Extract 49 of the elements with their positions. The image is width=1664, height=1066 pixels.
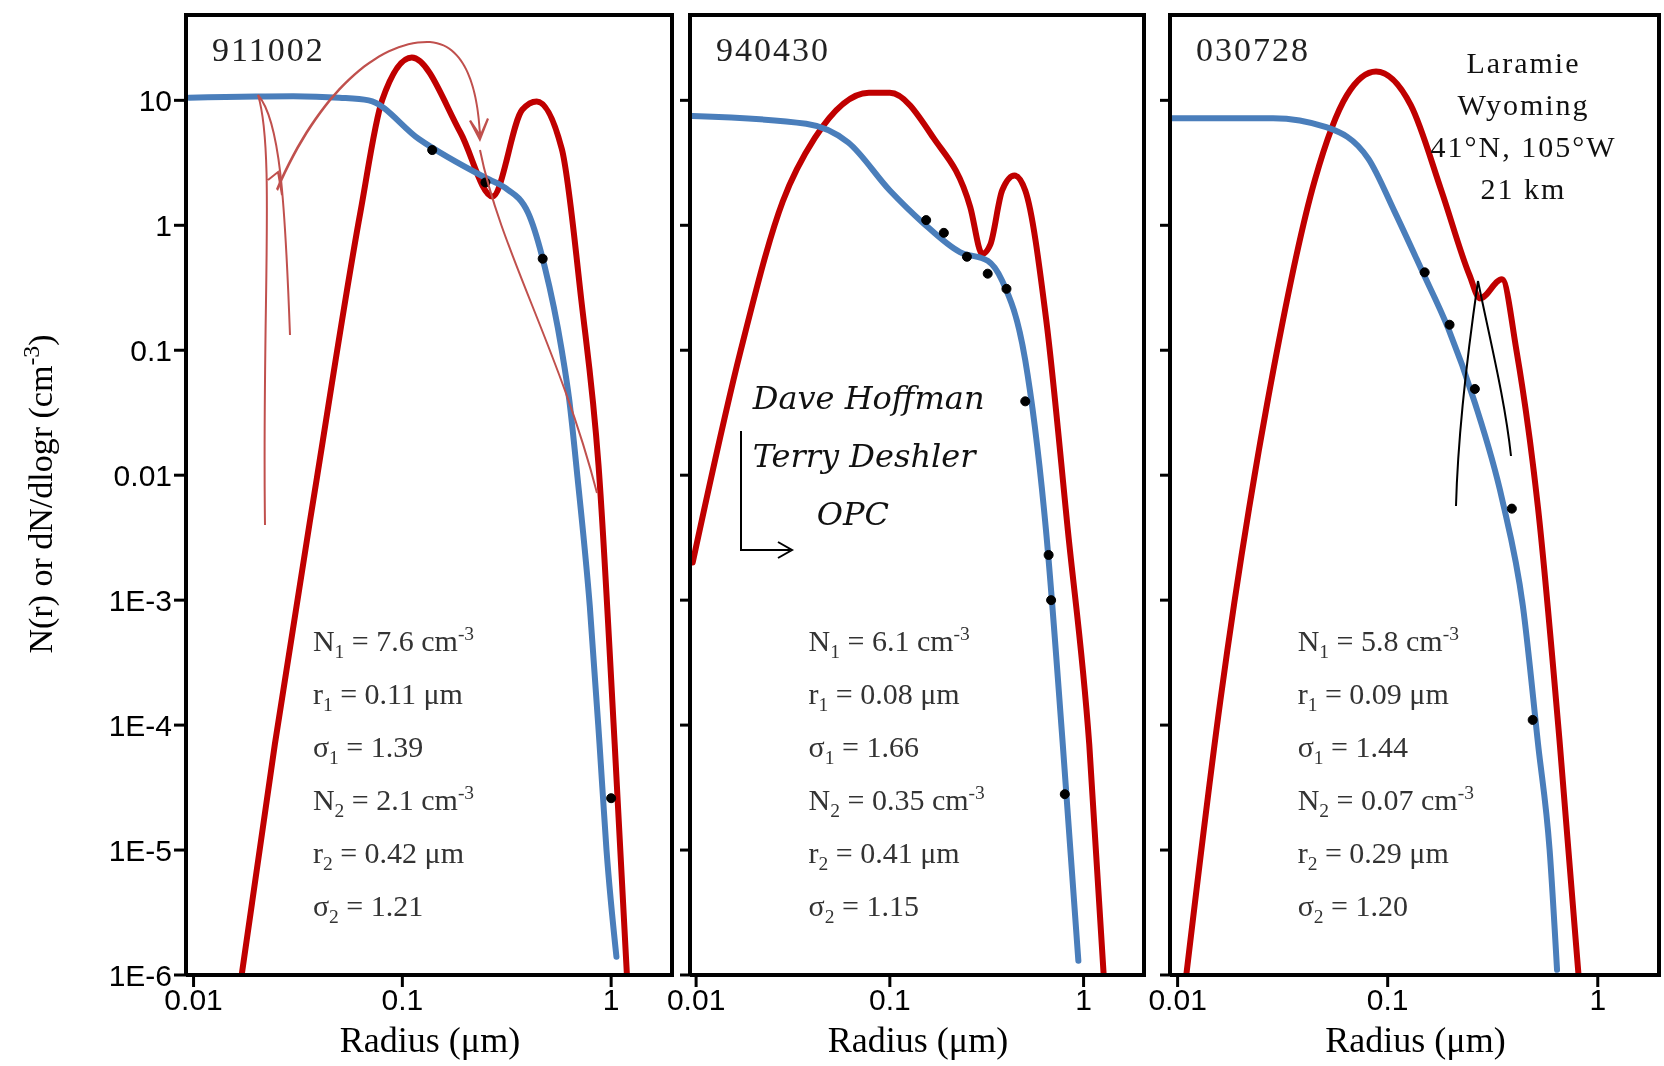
annotation: σ$_{2}$ = 1.20 [1297, 888, 1409, 930]
x-axis-title: Radius (μm) [1325, 1020, 1506, 1060]
annotation: σ$_{1}$ = 1.39 [312, 729, 425, 771]
annotation: N$_{2}$ = 0.07 cm$^{-3}$ [1297, 781, 1474, 824]
annotation: r$_{2}$ = 0.29 μm [1297, 835, 1450, 877]
annotation: Terry Deshler [751, 435, 978, 477]
annotation: N$_{1}$ = 5.8 cm$^{-3}$ [1297, 622, 1460, 665]
annotation: σ$_{2}$ = 1.15 [808, 888, 920, 930]
annotation: N$_{1}$ = 6.1 cm$^{-3}$ [808, 622, 971, 665]
x-axis-title: Radius (μm) [339, 1020, 521, 1060]
x-tick-label: 0.1 [381, 983, 424, 1017]
annotation: r$_{2}$ = 0.42 μm [312, 835, 465, 877]
y-tick-label: 1 [155, 208, 172, 242]
y-tick-label: 0.01 [113, 458, 172, 492]
x-tick-label: 1 [602, 983, 620, 1017]
annotation: r$_{2}$ = 0.41 μm [808, 835, 961, 877]
annotation: 41°N, 105°W [1430, 128, 1617, 165]
annotation: N$_{1}$ = 7.6 cm$^{-3}$ [312, 622, 475, 665]
y-tick-label: 1E-5 [108, 833, 172, 867]
x-tick-label: 1 [1075, 983, 1092, 1017]
y-tick-label: 10 [138, 83, 172, 117]
point [1444, 319, 1455, 330]
text: 030728 [1196, 31, 1310, 69]
x-tick-label: 0.1 [868, 983, 911, 1017]
x-tick-label: 0.1 [1366, 983, 1409, 1017]
annotation: r$_{1}$ = 0.11 μm [312, 676, 464, 718]
annotation: σ$_{1}$ = 1.44 [1297, 729, 1409, 771]
x-tick-label: 1 [1589, 983, 1607, 1017]
annotation: σ$_{2}$ = 1.21 [312, 888, 425, 930]
point [1527, 714, 1538, 725]
x-axis-title: Radius (μm) [827, 1020, 1009, 1060]
y-tick-label: 0.1 [130, 333, 172, 367]
point [1419, 267, 1430, 278]
annotation: Laramie [1465, 44, 1582, 81]
x-tick-label: 0.01 [666, 983, 726, 1017]
annotation: Dave Hoffman [751, 377, 985, 419]
annotation: N$_{2}$ = 0.35 cm$^{-3}$ [808, 781, 985, 824]
x-tick-label: 0.01 [1148, 983, 1207, 1017]
y-tick-label: 1E-4 [108, 708, 172, 742]
annotation: N$_{2}$ = 2.1 cm$^{-3}$ [312, 781, 475, 824]
annotation: σ$_{1}$ = 1.66 [808, 729, 920, 771]
y-tick-label: 1E-3 [108, 583, 172, 617]
text: 911002 [212, 31, 325, 69]
annotation: r$_{1}$ = 0.08 μm [808, 676, 961, 718]
annotation: Wyoming [1456, 86, 1591, 123]
annotation: 21 km [1479, 170, 1568, 207]
annotation: OPC [815, 493, 890, 535]
annotation: r$_{1}$ = 0.09 μm [1297, 676, 1450, 718]
text: 940430 [716, 31, 830, 69]
